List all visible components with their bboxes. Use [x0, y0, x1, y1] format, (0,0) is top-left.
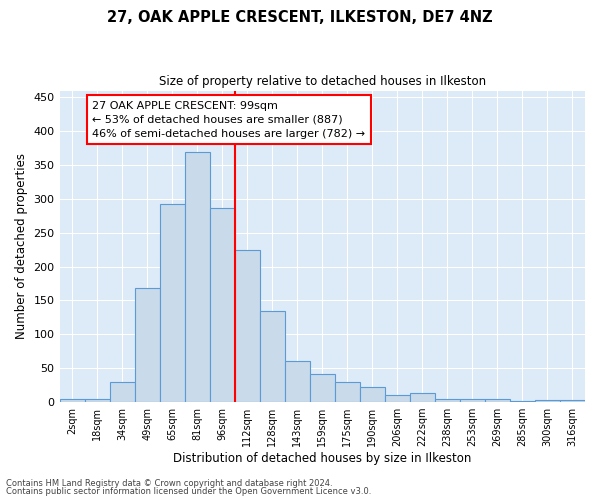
Bar [160, 204, 185, 402]
Bar [235, 250, 260, 402]
Bar [185, 152, 209, 402]
Bar [435, 398, 460, 402]
Bar [260, 310, 285, 402]
Bar [535, 400, 560, 402]
Text: Contains public sector information licensed under the Open Government Licence v3: Contains public sector information licen… [6, 487, 371, 496]
Bar [110, 382, 134, 402]
Bar [410, 394, 435, 402]
Bar [134, 288, 160, 402]
Bar [560, 400, 585, 402]
X-axis label: Distribution of detached houses by size in Ilkeston: Distribution of detached houses by size … [173, 452, 472, 465]
Bar [85, 400, 110, 402]
Bar [460, 400, 485, 402]
Bar [310, 374, 335, 402]
Bar [360, 386, 385, 402]
Text: 27 OAK APPLE CRESCENT: 99sqm
← 53% of detached houses are smaller (887)
46% of s: 27 OAK APPLE CRESCENT: 99sqm ← 53% of de… [92, 100, 365, 138]
Bar [209, 208, 235, 402]
Bar [285, 362, 310, 402]
Bar [485, 400, 510, 402]
Title: Size of property relative to detached houses in Ilkeston: Size of property relative to detached ho… [159, 75, 486, 88]
Text: 27, OAK APPLE CRESCENT, ILKESTON, DE7 4NZ: 27, OAK APPLE CRESCENT, ILKESTON, DE7 4N… [107, 10, 493, 25]
Text: Contains HM Land Registry data © Crown copyright and database right 2024.: Contains HM Land Registry data © Crown c… [6, 478, 332, 488]
Bar [59, 400, 85, 402]
Bar [385, 394, 410, 402]
Bar [335, 382, 360, 402]
Y-axis label: Number of detached properties: Number of detached properties [15, 154, 28, 340]
